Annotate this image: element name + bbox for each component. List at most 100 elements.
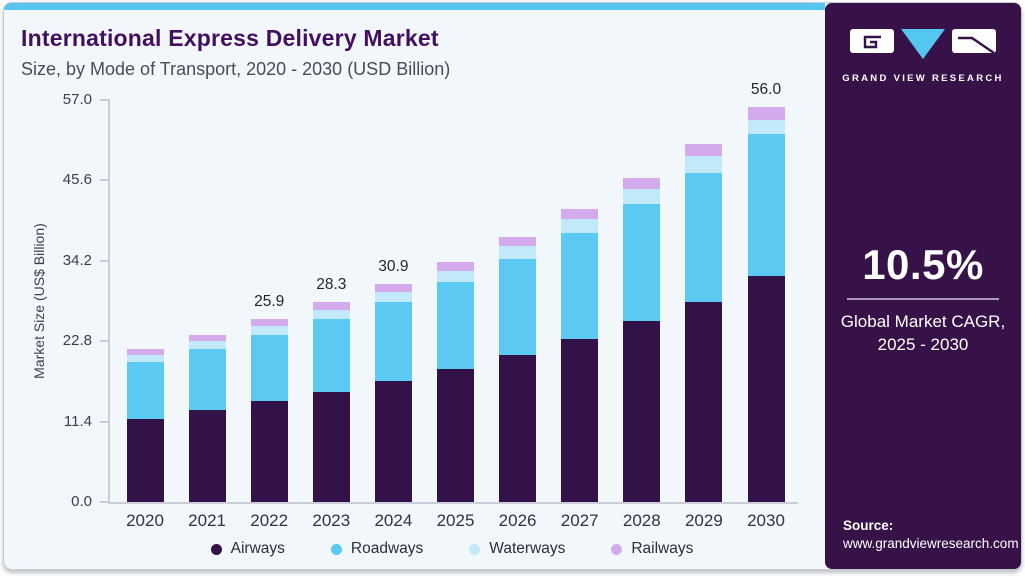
legend-dot-icon <box>210 543 222 555</box>
bar-segment-airways <box>561 339 599 502</box>
bar-segment-waterways <box>126 354 164 363</box>
bar-segment-waterways <box>685 155 723 173</box>
x-tick-label: 2027 <box>560 511 599 530</box>
x-tick-label: 2029 <box>684 511 723 530</box>
x-tick-label: 2023 <box>312 511 351 530</box>
bar-segment-roadways <box>747 133 785 277</box>
legend-label: Airways <box>230 540 285 557</box>
source-label: Source: <box>843 518 894 533</box>
logo-r-glyph <box>958 36 995 54</box>
bar-segment-waterways <box>747 119 785 134</box>
bar-total-label: 28.3 <box>316 276 347 294</box>
bar-segment-railways <box>374 284 412 292</box>
cagr-value: 10.5% <box>862 241 984 288</box>
legend-item-waterways: Waterways <box>469 540 565 558</box>
bar-segment-waterways <box>499 246 537 259</box>
bar-segment-waterways <box>312 310 350 320</box>
bar-total-label: 56.0 <box>750 81 782 99</box>
report-card: International Express Delivery Market Si… <box>3 2 1022 570</box>
cagr-block: 10.5% Global Market CAGR, 2025 - 2030 <box>825 241 1021 357</box>
bar-segment-railways <box>747 107 785 120</box>
cagr-divider <box>847 298 999 300</box>
bar-segment-waterways <box>188 340 226 349</box>
bar-segment-airways <box>188 410 226 502</box>
bar-segment-airways <box>250 401 288 502</box>
x-tick-label: 2026 <box>498 511 537 530</box>
bar-segment-roadways <box>250 334 288 402</box>
source-block: Source: www.grandviewresearch.com <box>843 518 1019 551</box>
bar-segment-airways <box>747 276 785 502</box>
bar-segment-waterways <box>561 219 599 234</box>
brand-sidebar: GRAND VIEW RESEARCH 10.5% Global Market … <box>825 3 1021 569</box>
bar-segment-airways <box>312 391 350 502</box>
bar-segment-waterways <box>374 291 412 303</box>
accent-top-strip <box>4 3 825 10</box>
bar-segment-roadways <box>561 233 599 340</box>
x-tick-label: 2021 <box>188 511 226 530</box>
legend-label: Railways <box>631 540 694 557</box>
bar-segment-roadways <box>685 172 723 302</box>
bar-total-label: 25.9 <box>254 293 285 311</box>
legend-item-airways: Airways <box>210 540 285 558</box>
source-url-link[interactable]: www.grandviewresearch.com <box>843 536 1019 551</box>
bar-segment-roadways <box>126 362 164 419</box>
bar-segment-waterways <box>250 326 288 335</box>
legend-dot-icon <box>330 543 342 555</box>
y-tick-mark <box>100 179 110 182</box>
bar-segment-railways <box>250 319 288 327</box>
y-tick-mark <box>100 340 110 343</box>
gvr-logo-svg <box>850 29 996 59</box>
legend-item-railways: Railways <box>611 540 693 558</box>
brand-name: GRAND VIEW RESEARCH <box>842 73 1004 84</box>
bar-segment-airways <box>623 321 661 502</box>
legend-dot-icon <box>611 543 623 555</box>
y-tick-mark <box>100 420 110 423</box>
logo-g-glyph <box>863 35 881 49</box>
bar-segment-roadways <box>437 281 474 369</box>
bar-segment-railways <box>312 302 350 311</box>
x-tick-label: 2025 <box>436 511 475 530</box>
legend-label: Roadways <box>350 540 424 557</box>
x-tick-label: 2024 <box>374 511 413 530</box>
x-tick-label: 2020 <box>126 511 164 530</box>
bar-segment-waterways <box>437 270 474 282</box>
y-tick-mark <box>100 99 110 101</box>
bar-segment-railways <box>561 209 599 220</box>
legend-dot-icon <box>469 543 481 555</box>
x-tick-label: 2028 <box>622 511 661 530</box>
cagr-label-line2: 2025 - 2030 <box>877 334 969 354</box>
y-tick-mark <box>100 259 110 262</box>
bar-segment-roadways <box>374 302 412 382</box>
logo-v-triangle <box>901 29 945 59</box>
legend-label: Waterways <box>489 540 566 557</box>
plot-area: Market Size (US$ Billion) 0.0 11.4 22.8 34.… <box>31 81 798 530</box>
bar-segment-airways <box>499 354 537 502</box>
bar-segment-waterways <box>623 188 661 205</box>
chart-header: International Express Delivery Market Si… <box>21 25 661 80</box>
page-title: International Express Delivery Market <box>21 25 439 51</box>
bar-segment-airways <box>374 381 412 502</box>
x-tick-label: 2030 <box>747 511 785 530</box>
bar-segment-airways <box>126 418 164 502</box>
cagr-label-line1: Global Market CAGR, <box>840 312 1006 331</box>
bar-segment-railways <box>623 178 661 189</box>
bar-total-label: 30.9 <box>378 258 409 276</box>
bar-segment-railways <box>126 348 164 355</box>
y-tick-label: 45.6 <box>62 171 92 189</box>
y-tick-label: 57.0 <box>62 91 92 108</box>
gvr-logo-icon: GRAND VIEW RESEARCH <box>825 25 1021 84</box>
legend-item-roadways: Roadways <box>330 540 424 558</box>
bar-segment-roadways <box>623 204 661 322</box>
bar-segment-roadways <box>499 258 537 355</box>
bar-segment-roadways <box>312 319 350 392</box>
chart-legend: Airways Roadways Waterways Railways <box>108 537 796 561</box>
bar-segment-railways <box>188 334 226 341</box>
y-axis-title: Market Size (US$ Billion) <box>31 223 47 379</box>
y-tick-label: 11.4 <box>63 412 92 430</box>
x-tick-label: 2022 <box>250 511 289 530</box>
bar-segment-airways <box>685 301 723 502</box>
bar-segment-railways <box>437 262 474 271</box>
page-subtitle: Size, by Mode of Transport, 2020 - 2030 … <box>21 59 451 79</box>
y-tick-label: 0.0 <box>71 493 92 510</box>
bar-segment-roadways <box>188 348 226 411</box>
